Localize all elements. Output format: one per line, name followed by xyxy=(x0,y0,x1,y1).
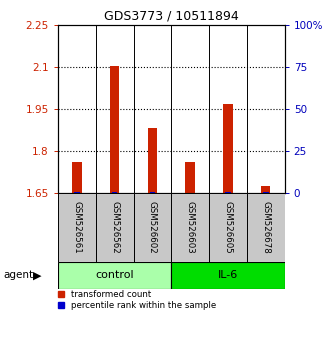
Text: GSM526562: GSM526562 xyxy=(110,201,119,254)
Bar xyxy=(58,193,96,262)
Legend: transformed count, percentile rank within the sample: transformed count, percentile rank withi… xyxy=(58,290,216,310)
Text: GSM526561: GSM526561 xyxy=(72,201,81,254)
Bar xyxy=(209,193,247,262)
Bar xyxy=(247,193,285,262)
Text: ▶: ▶ xyxy=(33,270,42,280)
Bar xyxy=(58,262,171,289)
Bar xyxy=(223,104,233,193)
Bar xyxy=(150,192,155,193)
Bar xyxy=(148,128,157,193)
Bar xyxy=(261,186,270,193)
Title: GDS3773 / 10511894: GDS3773 / 10511894 xyxy=(104,9,239,22)
Bar xyxy=(185,161,195,193)
Bar xyxy=(263,192,268,193)
Bar xyxy=(171,193,209,262)
Bar xyxy=(72,161,81,193)
Text: GSM526605: GSM526605 xyxy=(223,201,232,254)
Text: IL-6: IL-6 xyxy=(218,270,238,280)
Text: GSM526603: GSM526603 xyxy=(186,201,195,254)
Text: GSM526602: GSM526602 xyxy=(148,201,157,254)
Bar xyxy=(110,66,119,193)
Text: agent: agent xyxy=(3,270,33,280)
Bar xyxy=(112,192,118,193)
Text: GSM526678: GSM526678 xyxy=(261,201,270,254)
Text: control: control xyxy=(95,270,134,280)
Bar xyxy=(171,262,285,289)
Bar xyxy=(225,192,231,193)
Bar xyxy=(96,193,133,262)
Bar xyxy=(74,192,80,193)
Bar xyxy=(133,193,171,262)
